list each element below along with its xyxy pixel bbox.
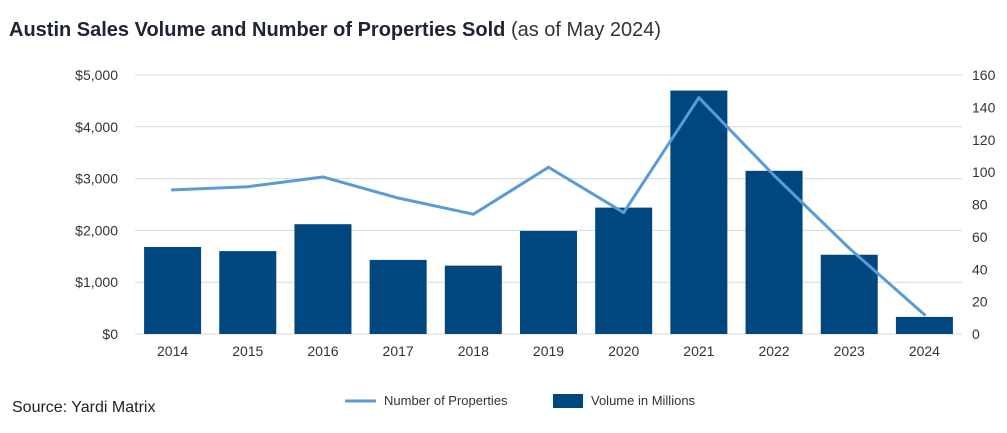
legend-label-number-of-properties: Number of Properties <box>384 393 508 408</box>
x-axis-tick-label: 2022 <box>758 343 789 359</box>
right-axis-tick-label: 60 <box>972 229 988 245</box>
line-series <box>171 96 926 317</box>
left-axis-tick-label: $5,000 <box>75 67 118 83</box>
chart-title-main: Austin Sales Volume and Number of Proper… <box>9 19 506 41</box>
x-axis-tick-label: 2021 <box>683 343 714 359</box>
left-axis-tick-label: $0 <box>102 326 118 342</box>
x-axis-tick-label: 2019 <box>533 343 564 359</box>
right-axis-tick-label: 40 <box>972 261 988 277</box>
left-axis-tick-label: $2,000 <box>75 222 118 238</box>
x-axis-tick-label: 2024 <box>909 343 940 359</box>
x-axis-tick-label: 2015 <box>232 343 263 359</box>
right-axis-tick-label: 140 <box>972 99 996 115</box>
line-point-2024 <box>922 313 926 317</box>
legend: Number of Properties Volume in Millions <box>345 393 696 408</box>
bar-2020 <box>595 207 653 334</box>
bar-2023 <box>820 254 878 334</box>
right-axis-ticks: 0 20 40 60 80 100 120 140 160 <box>972 67 996 342</box>
right-axis-tick-label: 0 <box>972 326 980 342</box>
right-axis-tick-label: 80 <box>972 197 988 213</box>
x-axis-tick-label: 2023 <box>834 343 865 359</box>
x-axis-tick-label: 2018 <box>458 343 489 359</box>
bar-2017 <box>369 259 427 334</box>
line-point-2022 <box>772 173 776 177</box>
right-axis-tick-label: 120 <box>972 132 996 148</box>
bar-2014 <box>144 246 202 334</box>
chart-title-subtitle: (as of May 2024) <box>510 19 662 41</box>
x-axis-tick-label: 2016 <box>307 343 338 359</box>
line-point-2023 <box>847 246 851 250</box>
legend-bar-swatch <box>553 394 583 408</box>
bar-2024 <box>895 316 953 334</box>
x-axis-tick-label: 2017 <box>383 343 414 359</box>
bar-2019 <box>520 230 577 334</box>
bar-2022 <box>745 170 803 334</box>
line-point-2018 <box>471 212 475 216</box>
right-axis-tick-label: 20 <box>972 294 988 310</box>
line-point-2015 <box>246 185 250 189</box>
bar-2016 <box>294 224 352 334</box>
left-axis-tick-label: $3,000 <box>75 171 118 187</box>
x-axis-tick-label: 2020 <box>608 343 639 359</box>
bar-series <box>144 90 953 334</box>
line-point-2016 <box>321 175 325 179</box>
line-point-2019 <box>547 165 550 169</box>
left-axis-tick-label: $1,000 <box>75 274 118 290</box>
left-axis-ticks: $0 $1,000 $2,000 $3,000 $4,000 $5,000 <box>75 67 118 342</box>
line-point-2021 <box>697 96 701 100</box>
right-axis-tick-label: 160 <box>972 67 996 83</box>
source-note: Source: Yardi Matrix <box>12 399 156 416</box>
chart-title: Austin Sales Volume and Number of Proper… <box>9 19 661 42</box>
bar-2015 <box>219 251 277 334</box>
line-point-2014 <box>171 188 175 192</box>
bar-2021 <box>670 90 728 334</box>
legend-label-volume-in-millions: Volume in Millions <box>591 393 696 408</box>
line-point-2020 <box>622 211 626 215</box>
right-axis-tick-label: 100 <box>972 164 996 180</box>
x-axis-ticks: 2014 2015 2016 2017 2018 2019 2020 2021 2022 2023… <box>157 343 940 359</box>
line-point-2017 <box>396 196 400 200</box>
x-axis-tick-label: 2014 <box>157 343 188 359</box>
left-axis-tick-label: $4,000 <box>75 119 118 135</box>
bar-2018 <box>444 265 502 334</box>
